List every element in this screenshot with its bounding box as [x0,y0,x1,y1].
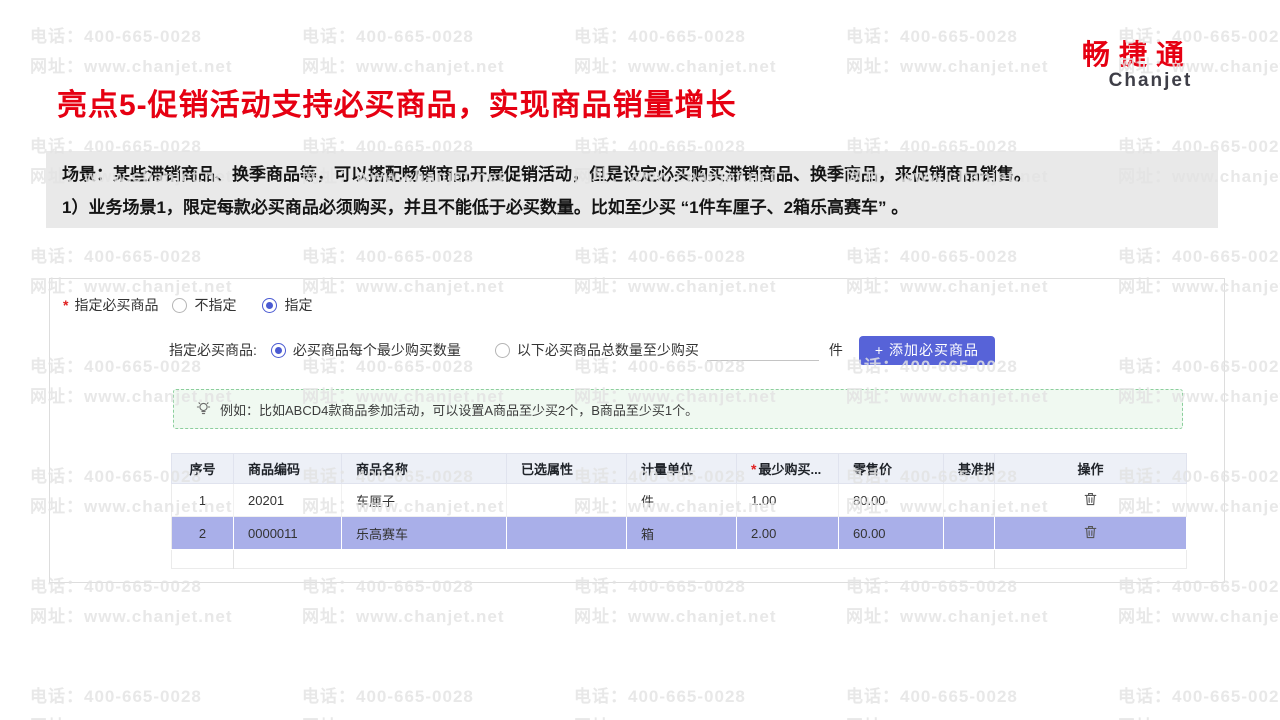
radio-min-per-item[interactable] [270,342,286,358]
radio-not-specified[interactable] [172,297,188,313]
delete-row-button[interactable] [1084,492,1097,506]
scenario-description-box: 场景：某些滞销商品、换季商品等，可以搭配畅销商品开展促销活动，但是设定必买购买滞… [46,151,1218,228]
total-quantity-input[interactable] [706,339,819,361]
radio-min-per-item-label[interactable]: 必买商品每个最少购买数量 [292,342,461,358]
app-screenshot-panel: * 指定必买商品 不指定 指定 指定必买商品: 必买商品每个最少购买数量 以下必… [49,278,1225,583]
radio-not-specified-label[interactable]: 不指定 [194,297,237,313]
example-tip-text: 例如：比如ABCD4款商品参加活动，可以设置A商品至少买2个，B商品至少买1个。 [220,402,699,418]
cell-name: 乐高赛车 [341,516,507,550]
scenario-line-2: 1）业务场景1，限定每款必买商品必须购买，并且不能低于必买数量。比如至少买 “1… [62,198,909,217]
cell-retail-price: 60.00 [838,516,944,550]
cell-unit: 箱 [626,516,737,550]
cell-retail-price: 80.00 [838,483,944,517]
col-selected-attrs: 已选属性 [506,453,627,484]
cell-seq: 2 [171,516,234,550]
col-retail-price: 零售价 [838,453,944,484]
cell-base-price [943,516,995,550]
table-row[interactable]: 1 20201 车厘子 件 1.00 80.00 [171,483,1187,517]
table-empty-row [171,549,1187,569]
must-buy-products-table: 序号 商品编码 商品名称 已选属性 计量单位 * 最少购买... 零售价 基准批 … [171,453,1187,569]
radio-specified-label[interactable]: 指定 [284,297,313,313]
cell-min-qty: 2.00 [736,516,839,550]
cell-min-qty: 1.00 [736,483,839,517]
scenario-line-1: 场景：某些滞销商品、换季商品等，可以搭配畅销商品开展促销活动，但是设定必买购买滞… [62,165,1031,184]
unit-label: 件 [828,342,843,358]
table-row[interactable]: 2 0000011 乐高赛车 箱 2.00 60.00 [171,516,1187,550]
col-product-code: 商品编码 [233,453,342,484]
lightbulb-icon [196,402,211,415]
cell-attrs [506,516,627,550]
rule-field-label: 指定必买商品: [169,342,257,358]
col-product-name: 商品名称 [341,453,507,484]
col-seq: 序号 [171,453,234,484]
cell-name: 车厘子 [341,483,507,517]
cell-seq: 1 [171,483,234,517]
chanjet-logo: 畅捷通 Chanjet [1082,40,1193,92]
logo-english-text: Chanjet [1108,70,1193,91]
radio-specified[interactable] [262,297,278,313]
delete-row-button[interactable] [1084,525,1097,539]
table-header-row: 序号 商品编码 商品名称 已选属性 计量单位 * 最少购买... 零售价 基准批 … [171,453,1187,484]
col-actions: 操作 [994,453,1187,484]
cell-base-price [943,483,995,517]
cell-attrs [506,483,627,517]
example-tip-banner: 例如：比如ABCD4款商品参加活动，可以设置A商品至少买2个，B商品至少买1个。 [173,389,1183,429]
page-title: 亮点5-促销活动支持必买商品，实现商品销量增长 [57,89,737,122]
radio-total-quantity-label[interactable]: 以下必买商品总数量至少购买 [516,342,699,358]
trash-icon [1084,492,1097,505]
add-must-buy-product-button[interactable]: + 添加必买商品 [858,335,995,365]
cell-code: 20201 [233,483,342,517]
cell-code: 0000011 [233,516,342,550]
col-min-purchase: * 最少购买... [736,453,839,484]
logo-chinese-text: 畅捷通 [1082,39,1194,70]
required-asterisk: * [751,461,757,477]
must-buy-field-row: * 指定必买商品 不指定 指定 [63,295,312,315]
scenario-label: 场景： [62,165,113,184]
radio-total-quantity[interactable] [494,342,510,358]
col-unit: 计量单位 [626,453,737,484]
col-base-price: 基准批 [943,453,995,484]
trash-icon [1084,525,1097,538]
cell-unit: 件 [626,483,737,517]
required-asterisk: * [63,297,69,313]
must-buy-field-label: 指定必买商品 [74,297,159,313]
must-buy-rule-row: 指定必买商品: 必买商品每个最少购买数量 以下必买商品总数量至少购买 件 + 添… [169,335,995,365]
